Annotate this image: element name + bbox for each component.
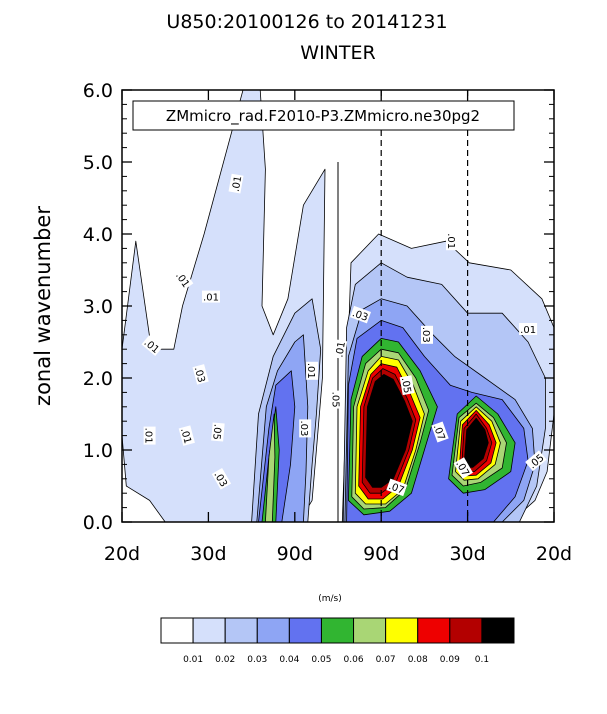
x-tick-label: 20d (104, 543, 140, 565)
contour-region-level-6 (264, 413, 276, 522)
contour-labels: .01.01.01.01.01.01.01.01.01.01.03.03.03.… (141, 173, 547, 497)
svg-text:.05: .05 (329, 392, 340, 408)
svg-text:.03: .03 (420, 327, 431, 343)
svg-text:.01: .01 (305, 363, 316, 379)
contour-label: .03 (192, 364, 209, 385)
svg-text:.05: .05 (399, 377, 413, 395)
colorbar-box (353, 617, 387, 644)
colorbar-box (449, 617, 483, 644)
contour-label: .05 (399, 375, 415, 396)
y-tick-label: 6.0 (83, 80, 113, 102)
axis-ticks: 0.0 1.0 2.0 3.0 4.0 5.0 6.0 20d 30d 90d 90d 30d 20d (83, 80, 572, 565)
colorbar-level-label: 0.01 (183, 655, 203, 665)
x-tick-label: 20d (536, 543, 572, 565)
contour-label: .05 (210, 422, 225, 442)
colorbar-box (385, 617, 419, 644)
contour-label: .01 (445, 232, 458, 251)
colorbar-level-label: 0.08 (408, 655, 428, 665)
contour-label: .03 (298, 419, 312, 438)
colorbar: 0.01 0.02 0.03 0.04 0.05 0.06 0.07 0.08 0.09 0.1 (160, 617, 515, 665)
colorbar-box (288, 617, 322, 644)
contour-label: .03 (349, 305, 372, 324)
svg-text:.01: .01 (143, 428, 154, 444)
svg-text:.05: .05 (210, 423, 222, 440)
svg-text:.01: .01 (520, 325, 536, 336)
svg-text:.07: .07 (431, 423, 447, 442)
colorbar-level-label: 0.09 (440, 655, 460, 665)
contour-fills (122, 90, 554, 522)
colorbar-level-label: 0.03 (247, 655, 267, 665)
colorbar-box (224, 617, 258, 644)
colorbar-level-label: 0.07 (376, 655, 396, 665)
colorbar-box (417, 617, 451, 644)
svg-text:.03: .03 (351, 308, 370, 324)
chart-title-line2: WINTER (300, 42, 375, 64)
svg-text:.01: .01 (231, 175, 245, 193)
contour-label: .07 (386, 478, 408, 497)
contour-label: .01 (143, 426, 156, 445)
case-label: ZMmicro_rad.F2010-P3.ZMmicro.ne30pg2 (166, 107, 480, 126)
colorbar-box (320, 617, 355, 644)
colorbar-level-label: 0.1 (475, 655, 489, 665)
contour-label: .01 (332, 339, 348, 360)
y-tick-label: 1.0 (83, 440, 113, 462)
x-tick-label: 30d (449, 543, 485, 565)
y-axis-label: zonal wavenumber (31, 206, 55, 406)
contour-label: .07 (431, 421, 449, 443)
chart-title-line1: U850:20100126 to 20141231 (166, 11, 447, 33)
colorbar-box (160, 617, 194, 644)
svg-text:.03: .03 (192, 366, 207, 384)
x-tick-label: 30d (190, 543, 226, 565)
contour-label: .01 (305, 361, 319, 380)
colorbar-level-label: 0.06 (344, 655, 364, 665)
y-tick-label: 3.0 (83, 296, 113, 318)
colorbar-units: (m/s) (318, 594, 342, 604)
svg-text:.01: .01 (203, 293, 219, 304)
svg-text:.07: .07 (387, 481, 406, 497)
contour-label: .01 (178, 425, 195, 446)
colorbar-level-label: 0.04 (279, 655, 299, 665)
contour-region-level-10 (365, 373, 413, 488)
colorbar-level-label: 0.02 (215, 655, 235, 665)
svg-text:.01: .01 (445, 233, 456, 249)
y-tick-label: 4.0 (83, 224, 113, 246)
colorbar-box (256, 617, 290, 644)
y-tick-label: 2.0 (83, 368, 113, 390)
contour-label: .01 (519, 323, 538, 336)
svg-text:.01: .01 (178, 427, 193, 445)
contour-label: .03 (420, 325, 433, 344)
case-label-box: ZMmicro_rad.F2010-P3.ZMmicro.ne30pg2 (132, 100, 515, 131)
x-tick-label: 90d (277, 543, 313, 565)
y-tick-label: 0.0 (83, 512, 113, 534)
svg-text:.03: .03 (298, 420, 309, 436)
contour-label: .01 (228, 173, 245, 194)
contour-label: .05 (329, 390, 343, 409)
svg-text:.01: .01 (334, 341, 348, 359)
y-tick-label: 5.0 (83, 152, 113, 174)
colorbar-box (192, 617, 226, 644)
contour-label: .01 (202, 290, 220, 304)
colorbar-level-label: 0.05 (311, 655, 331, 665)
colorbar-box (481, 617, 515, 644)
x-tick-label: 90d (363, 543, 399, 565)
